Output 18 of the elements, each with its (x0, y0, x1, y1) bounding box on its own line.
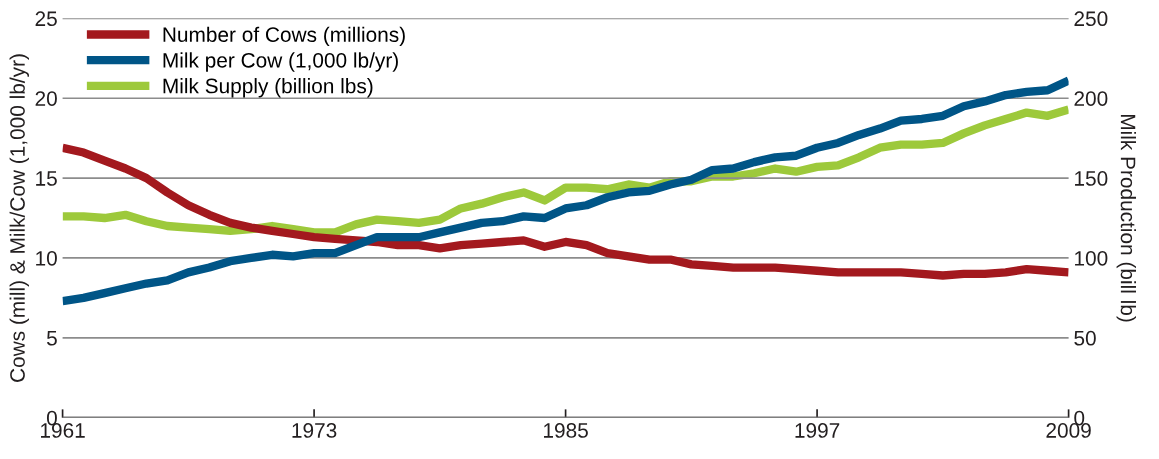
y2-tick-label: 250 (1074, 11, 1108, 27)
y2-tick-label: 50 (1074, 330, 1096, 346)
legend-label: Milk per Cow (1,000 lb/yr) (163, 52, 398, 72)
y2-tick-label: 100 (1075, 250, 1108, 266)
y-tick-label: 5 (46, 331, 57, 346)
x-tick-label: 1985 (544, 423, 588, 438)
y-axis-title: Cows (mill) & Milk/Cow (1,000 lb/yr) (9, 54, 29, 382)
legend-label: Number of Cows (millions) (163, 26, 405, 47)
y-tick-label: 20 (35, 91, 57, 106)
x-tick-label: 1973 (292, 423, 337, 438)
y2-tick-label: 150 (1075, 171, 1108, 186)
legend-label: Milk Supply (billion lbs) (163, 78, 373, 98)
x-tick-label: 1997 (795, 423, 840, 438)
y-tick-label: 10 (36, 250, 57, 266)
y2-tick-label: 200 (1074, 91, 1108, 106)
y2-axis-title: Milk Production (bill lb) (1116, 114, 1136, 322)
y-tick-label: 25 (35, 11, 57, 27)
y-tick-label: 15 (36, 171, 57, 186)
